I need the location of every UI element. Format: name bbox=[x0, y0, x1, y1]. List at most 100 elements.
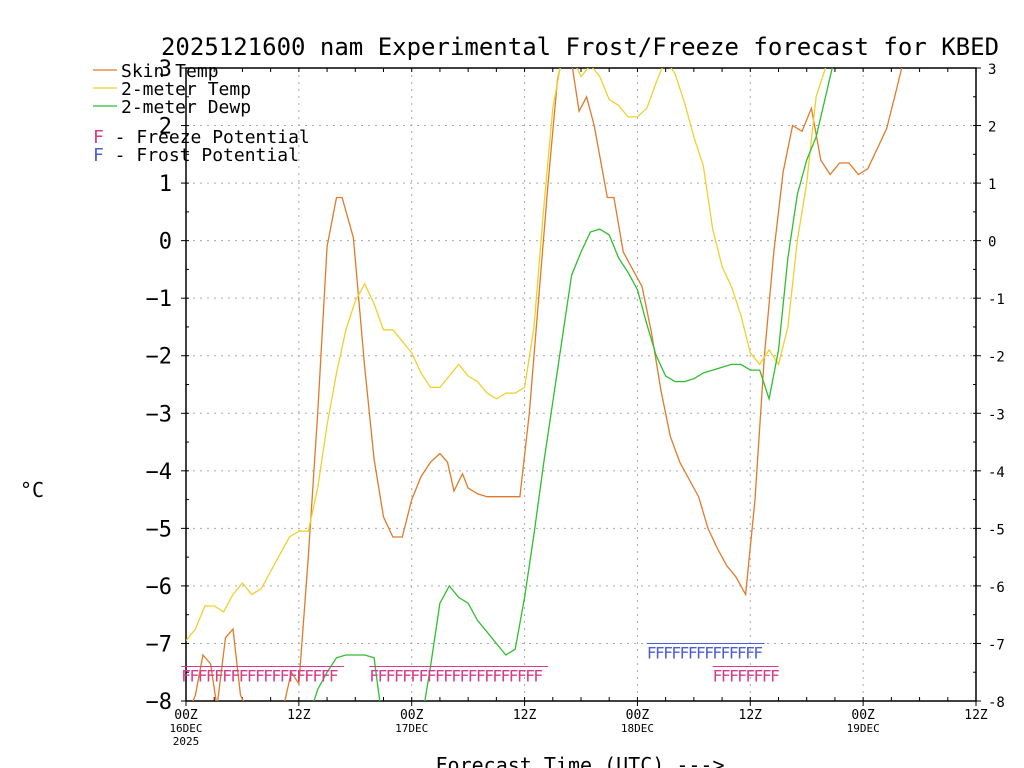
y-tick-label-right: -7 bbox=[988, 637, 1005, 653]
y-tick-label-right: 0 bbox=[988, 235, 996, 251]
x-tick-date: 16DEC bbox=[169, 722, 202, 735]
marker-letter: F bbox=[745, 643, 755, 662]
x-tick-date: 18DEC bbox=[621, 722, 654, 735]
y-tick-label-right: 2 bbox=[988, 120, 996, 136]
y-tick-label: −7 bbox=[146, 632, 173, 657]
marker-letter: F bbox=[680, 643, 690, 662]
marker-letter: F bbox=[770, 666, 780, 685]
marker-letter: F bbox=[263, 666, 273, 685]
marker-letter: F bbox=[533, 666, 543, 685]
marker-letter: F bbox=[443, 666, 453, 685]
marker-letter: F bbox=[394, 666, 404, 685]
marker-letter: F bbox=[704, 643, 714, 662]
x-tick-label: 00Z bbox=[851, 708, 875, 723]
marker-letter: F bbox=[304, 666, 314, 685]
marker-letter: F bbox=[460, 666, 470, 685]
marker-letter: F bbox=[247, 666, 257, 685]
legend-label: 2-meter Dewp bbox=[121, 97, 251, 118]
marker-letter: F bbox=[378, 666, 388, 685]
marker-letter: F bbox=[729, 666, 739, 685]
y-tick-label: −3 bbox=[146, 402, 173, 427]
y-tick-label-right: -5 bbox=[988, 522, 1005, 538]
marker-letter: F bbox=[492, 666, 502, 685]
marker-letter: F bbox=[737, 643, 747, 662]
marker-letter: F bbox=[222, 666, 232, 685]
marker-letter: F bbox=[517, 666, 527, 685]
marker-letter: F bbox=[189, 666, 199, 685]
legend-label: Skin Temp bbox=[121, 61, 219, 82]
marker-letter: F bbox=[271, 666, 281, 685]
x-tick-label: 12Z bbox=[513, 708, 537, 723]
marker-letter: F bbox=[754, 666, 764, 685]
y-tick-label: 1 bbox=[159, 172, 172, 197]
series-line-2-meter-temp bbox=[186, 68, 827, 642]
plot-frame bbox=[185, 67, 977, 702]
marker-letter: F bbox=[501, 666, 511, 685]
y-tick-label-right: -3 bbox=[988, 407, 1005, 423]
marker-letter: F bbox=[230, 666, 240, 685]
marker-letter: F bbox=[181, 666, 191, 685]
marker-letter: F bbox=[745, 666, 755, 685]
marker-letter: F bbox=[525, 666, 535, 685]
marker-letter: F bbox=[410, 666, 420, 685]
marker-letter: F bbox=[468, 666, 478, 685]
marker-letter: F bbox=[484, 666, 494, 685]
series-line-2-meter-dewp bbox=[313, 68, 833, 701]
marker-letter: F bbox=[712, 643, 722, 662]
marker-letter: F bbox=[713, 666, 723, 685]
legend-note-letter: F bbox=[93, 145, 104, 166]
marker-letter: F bbox=[655, 643, 665, 662]
legend-note: F - Freeze Potential bbox=[93, 127, 310, 148]
x-tick-date: 19DEC bbox=[847, 722, 880, 735]
y-axis-label: °C bbox=[20, 478, 44, 502]
y-tick-label: −2 bbox=[146, 345, 173, 370]
marker-letter: F bbox=[386, 666, 396, 685]
axes: −8 -8 −7 -7 −6 -6 −5 -5 −4 -4 −3 -3 −2 -2 −1 -1 0 0 1 1 2 2 3 3… bbox=[146, 57, 1005, 748]
y-tick-label: −6 bbox=[146, 575, 173, 600]
marker-letter: F bbox=[329, 666, 339, 685]
marker-letter: F bbox=[721, 643, 731, 662]
y-tick-label: −5 bbox=[146, 517, 173, 542]
marker-letter: F bbox=[369, 666, 379, 685]
y-tick-label: −4 bbox=[146, 460, 173, 485]
y-tick-label-right: -2 bbox=[988, 350, 1005, 366]
y-tick-label-right: -4 bbox=[988, 465, 1005, 481]
legend-note-text: - Frost Potential bbox=[104, 145, 299, 166]
marker-letter: F bbox=[476, 666, 486, 685]
y-tick-label-right: 3 bbox=[988, 62, 996, 78]
legend-note-letter: F bbox=[93, 127, 104, 148]
marker-letter: F bbox=[427, 666, 437, 685]
marker-letter: F bbox=[451, 666, 461, 685]
marker-letter: F bbox=[296, 666, 306, 685]
marker-letter: F bbox=[280, 666, 290, 685]
x-axis-label: Forecast Time (UTC) ---> bbox=[436, 753, 725, 768]
y-tick-label: −8 bbox=[146, 690, 173, 715]
marker-letter: F bbox=[729, 643, 739, 662]
marker-letter: F bbox=[663, 643, 673, 662]
marker-letter: F bbox=[321, 666, 331, 685]
x-tick-date: 17DEC bbox=[395, 722, 428, 735]
marker-letter: F bbox=[214, 666, 224, 685]
y-tick-label: 0 bbox=[159, 230, 172, 255]
marker-letter: F bbox=[737, 666, 747, 685]
x-tick-label: 00Z bbox=[174, 708, 198, 723]
x-tick-label: 00Z bbox=[626, 708, 650, 723]
marker-letter: F bbox=[435, 666, 445, 685]
legend-note: F - Frost Potential bbox=[93, 145, 299, 166]
legend-label: 2-meter Temp bbox=[121, 79, 251, 100]
marker-letter: F bbox=[288, 666, 298, 685]
x-tick-label: 00Z bbox=[400, 708, 424, 723]
x-tick-year: 2025 bbox=[173, 735, 200, 748]
marker-letter: F bbox=[688, 643, 698, 662]
series-lines bbox=[186, 68, 903, 701]
y-tick-label: −1 bbox=[146, 287, 173, 312]
marker-letter: F bbox=[239, 666, 249, 685]
marker-letter: F bbox=[198, 666, 208, 685]
marker-letter: F bbox=[312, 666, 322, 685]
chart-title: 2025121600 nam Experimental Frost/Freeze… bbox=[161, 33, 999, 61]
marker-letter: F bbox=[647, 643, 657, 662]
x-tick-label: 12Z bbox=[964, 708, 988, 723]
